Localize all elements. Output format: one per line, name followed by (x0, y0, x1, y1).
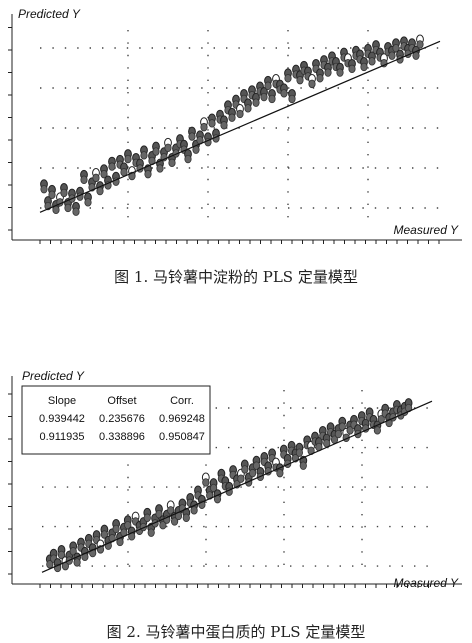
data-point (72, 207, 80, 216)
data-point (260, 92, 268, 102)
y-axis-label-1: Predicted Y (18, 7, 81, 21)
data-point (288, 94, 296, 104)
data-point (324, 68, 332, 77)
fit-line-1 (39, 40, 441, 213)
data-point (244, 104, 252, 113)
data-point (188, 132, 196, 141)
stats-table-box (21, 385, 211, 455)
data-point (152, 147, 160, 156)
data-point (295, 448, 303, 457)
data-point (159, 520, 167, 530)
data-point (284, 74, 292, 83)
data-point (241, 465, 249, 474)
fit-line-2 (41, 400, 433, 573)
ticks-2 (8, 393, 429, 588)
data-point (336, 68, 344, 77)
data-point (308, 79, 316, 89)
data-point (112, 524, 120, 534)
data-point (202, 478, 210, 487)
data-point (40, 184, 48, 194)
data-point (182, 513, 190, 522)
data-point (228, 113, 236, 122)
data-point (346, 426, 354, 435)
stats-cell: 0.338896 (99, 431, 145, 443)
data-point (388, 51, 396, 60)
data-point (276, 468, 284, 478)
points-1 (40, 34, 424, 216)
data-point (200, 122, 208, 132)
data-point (236, 109, 244, 119)
data-point (147, 528, 155, 537)
scatter-chart-2: Predicted Y Measured Y Slope Offset Corr… (8, 369, 462, 590)
data-point (252, 461, 261, 470)
data-point (168, 158, 176, 168)
data-point (299, 461, 307, 470)
data-point (268, 94, 276, 104)
data-point (171, 517, 179, 526)
stats-header-offset: Offset (107, 395, 136, 407)
data-point (164, 143, 172, 152)
data-point (208, 119, 216, 128)
data-point (100, 530, 109, 539)
chart-panel-2: Predicted Y Measured Y Slope Offset Corr… (0, 362, 472, 614)
data-point (280, 89, 288, 98)
data-point (80, 175, 88, 184)
data-point (92, 173, 100, 183)
stats-cell: 0.939442 (39, 413, 85, 425)
data-point (156, 164, 164, 173)
data-point (60, 188, 68, 198)
data-point (100, 169, 108, 179)
data-point (249, 468, 257, 478)
data-point (190, 506, 198, 515)
figure-caption-1: 图 1. 马铃薯中淀粉的 PLS 定量模型 (114, 268, 358, 286)
data-point (64, 203, 72, 213)
stats-cell: 0.969248 (159, 413, 205, 425)
data-point (124, 154, 132, 164)
data-point (46, 560, 54, 569)
data-point (334, 429, 342, 439)
x-axis-label-2: Measured Y (394, 576, 459, 590)
data-point (69, 547, 77, 556)
y-axis-label-2: Predicted Y (22, 369, 85, 383)
data-point (210, 483, 218, 493)
data-point (348, 64, 356, 74)
data-point (184, 154, 192, 164)
chart-panel-1: Predicted Y Measured Y (0, 0, 472, 250)
data-point (316, 74, 324, 83)
data-point (296, 75, 304, 85)
data-point (52, 205, 60, 215)
data-point (73, 558, 81, 567)
data-point (140, 151, 148, 160)
data-point (220, 121, 228, 130)
data-point (392, 43, 400, 53)
stats-cell: 0.911935 (39, 431, 84, 443)
data-point (416, 40, 424, 49)
data-point (338, 422, 346, 431)
data-point (368, 57, 376, 66)
figure-caption-2: 图 2. 马铃薯中蛋白质的 PLS 定量模型 (106, 623, 366, 641)
scatter-chart-1: Predicted Y Measured Y (8, 7, 462, 244)
data-point (252, 98, 260, 107)
stats-cell: 0.235676 (99, 413, 145, 425)
data-point (373, 426, 381, 435)
data-point (155, 509, 163, 519)
data-point (84, 198, 92, 207)
data-point (108, 162, 116, 171)
data-point (48, 190, 56, 199)
data-point (264, 81, 272, 90)
data-point (237, 474, 245, 483)
data-point (167, 506, 175, 515)
data-point (144, 169, 152, 179)
stats-table: Slope Offset Corr. 0.939442 0.235676 0.9… (21, 385, 211, 455)
stats-header-slope: Slope (48, 395, 76, 407)
data-point (360, 62, 368, 72)
data-point (124, 520, 132, 530)
data-point (143, 513, 151, 522)
stats-cell: 0.950847 (159, 431, 205, 443)
stats-header-corr: Corr. (170, 395, 194, 407)
x-axis-label-1: Measured Y (394, 223, 459, 237)
data-point (96, 186, 104, 196)
ticks-1 (8, 27, 440, 244)
data-point (57, 550, 66, 560)
